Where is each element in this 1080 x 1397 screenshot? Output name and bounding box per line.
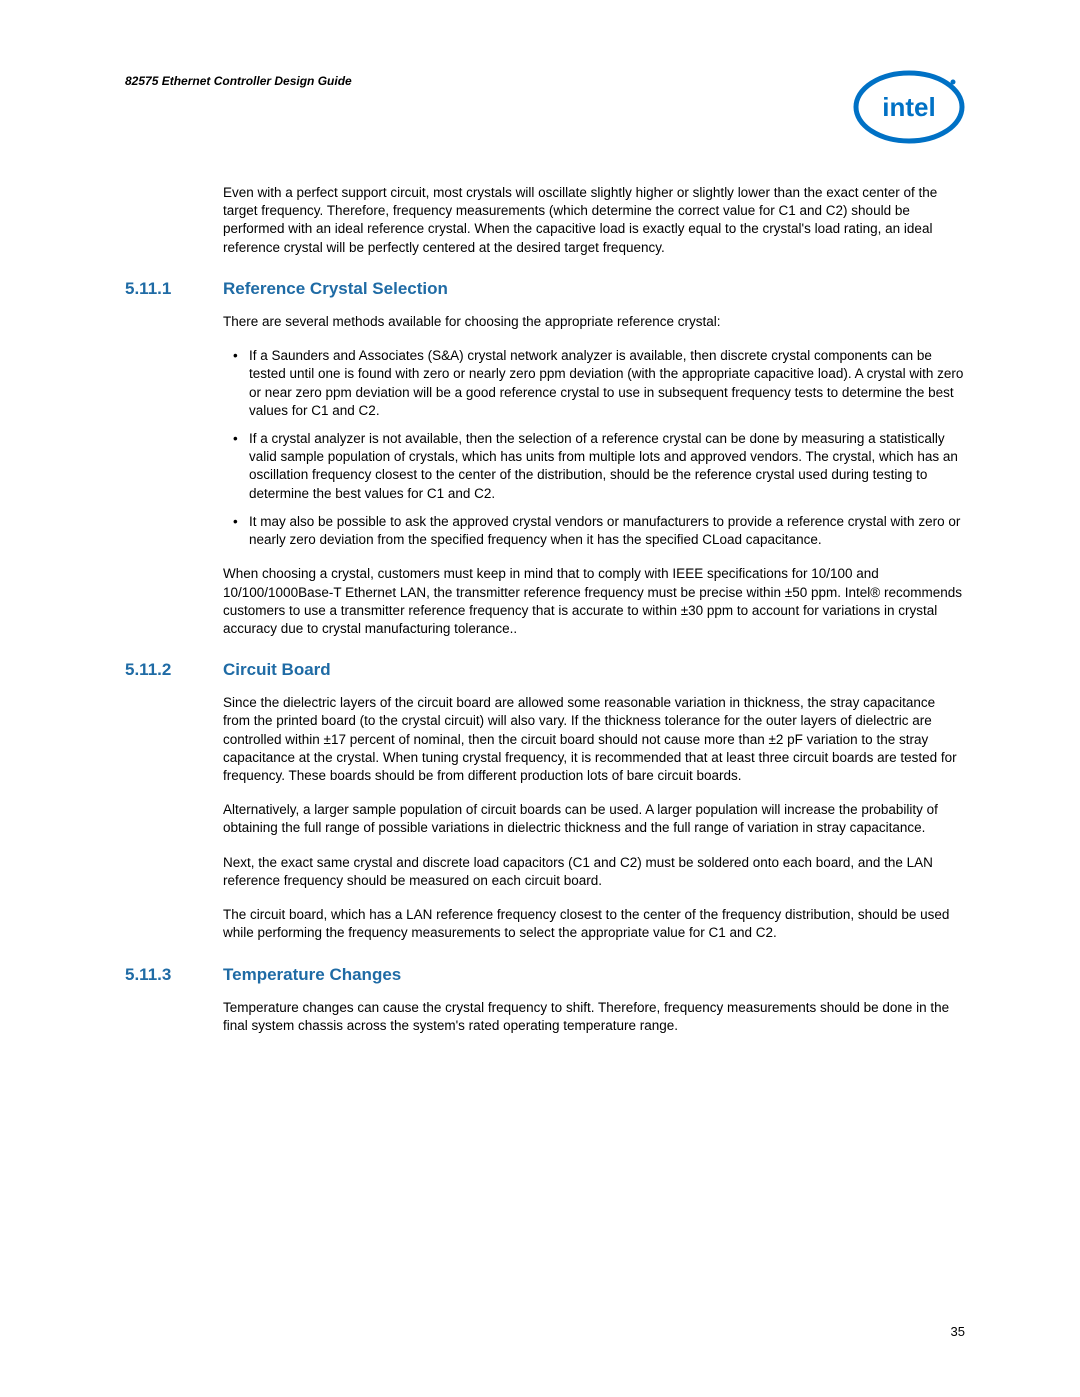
section-title: Reference Crystal Selection bbox=[223, 279, 448, 299]
page-number: 35 bbox=[951, 1324, 965, 1339]
section-heading: 5.11.3 Temperature Changes bbox=[125, 965, 965, 985]
body-paragraph: Temperature changes can cause the crysta… bbox=[223, 999, 965, 1035]
content-body: Even with a perfect support circuit, mos… bbox=[223, 184, 965, 1035]
section-trail: When choosing a crystal, customers must … bbox=[223, 565, 965, 638]
intro-paragraph: Even with a perfect support circuit, mos… bbox=[223, 184, 965, 257]
intel-logo-icon: intel bbox=[853, 70, 965, 144]
section-heading: 5.11.2 Circuit Board bbox=[125, 660, 965, 680]
list-item: If a Saunders and Associates (S&A) cryst… bbox=[223, 347, 965, 420]
section-title: Circuit Board bbox=[223, 660, 331, 680]
section-number: 5.11.1 bbox=[125, 279, 223, 299]
body-paragraph: Next, the exact same crystal and discret… bbox=[223, 854, 965, 890]
section-number: 5.11.3 bbox=[125, 965, 223, 985]
list-item: It may also be possible to ask the appro… bbox=[223, 513, 965, 549]
body-paragraph: Since the dielectric layers of the circu… bbox=[223, 694, 965, 785]
body-paragraph: The circuit board, which has a LAN refer… bbox=[223, 906, 965, 942]
list-item: If a crystal analyzer is not available, … bbox=[223, 430, 965, 503]
page-header: 82575 Ethernet Controller Design Guide i… bbox=[125, 70, 965, 144]
body-paragraph: Alternatively, a larger sample populatio… bbox=[223, 801, 965, 837]
section-heading: 5.11.1 Reference Crystal Selection bbox=[125, 279, 965, 299]
bullet-list: If a Saunders and Associates (S&A) cryst… bbox=[223, 347, 965, 549]
svg-text:intel: intel bbox=[882, 92, 935, 122]
section-lead: There are several methods available for … bbox=[223, 313, 965, 331]
section-number: 5.11.2 bbox=[125, 660, 223, 680]
page: 82575 Ethernet Controller Design Guide i… bbox=[0, 0, 1080, 1111]
section-title: Temperature Changes bbox=[223, 965, 401, 985]
document-title: 82575 Ethernet Controller Design Guide bbox=[125, 74, 352, 88]
